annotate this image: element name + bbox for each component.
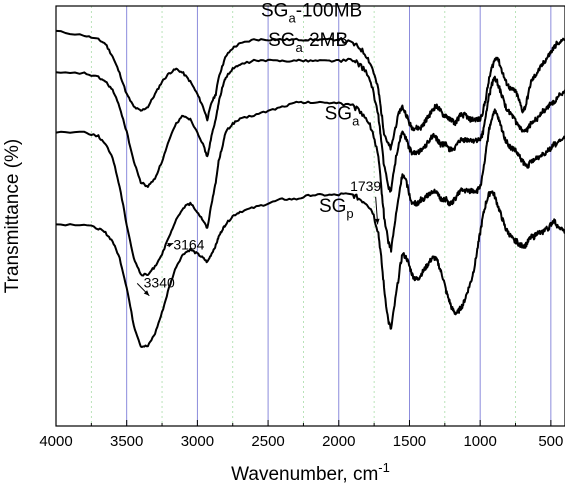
series-label: SGa-2MB [268, 30, 348, 55]
x-tick-label: 1000 [463, 433, 496, 450]
series-line [55, 100, 565, 277]
x-axis-ticks: 4000 3500 3000 2500 2000 1500 1000 500 [39, 420, 563, 450]
x-tick-label: 500 [538, 433, 563, 450]
x-tick-label: 3000 [181, 433, 214, 450]
x-axis-title-superscript: -1 [378, 460, 390, 475]
x-axis-title: Wavenumber, cm-1 [231, 460, 390, 485]
series-line [55, 190, 565, 348]
peak-annotation: 3340 [144, 274, 175, 290]
x-tick-label: 2500 [251, 433, 284, 450]
series-label: SGa [325, 103, 360, 128]
plot-frame [55, 5, 565, 427]
series-line [55, 29, 565, 151]
series-label: SGa-100MB [261, 1, 362, 26]
annotation-arrowhead [143, 290, 150, 296]
x-tick-label: 2000 [322, 433, 355, 450]
series-label: SGp [319, 196, 354, 221]
annotations: 3164 3340 1739 [136, 178, 381, 297]
x-axis-title-main: Wavenumber, cm [231, 464, 378, 485]
peak-annotation: 3164 [173, 237, 204, 253]
x-tick-label: 1500 [393, 433, 426, 450]
annotation-arrowhead [374, 218, 380, 225]
series-line [55, 57, 565, 193]
peak-annotation: 1739 [350, 178, 381, 194]
x-tick-label: 3500 [110, 433, 143, 450]
series-lines [55, 29, 565, 348]
x-tick-label: 4000 [39, 433, 72, 450]
y-axis-title: Transmittance (%) [2, 139, 23, 294]
annotation-arrowhead [167, 242, 174, 248]
series-labels: SGa-100MB SGa-2MB SGa SGp [261, 1, 362, 221]
